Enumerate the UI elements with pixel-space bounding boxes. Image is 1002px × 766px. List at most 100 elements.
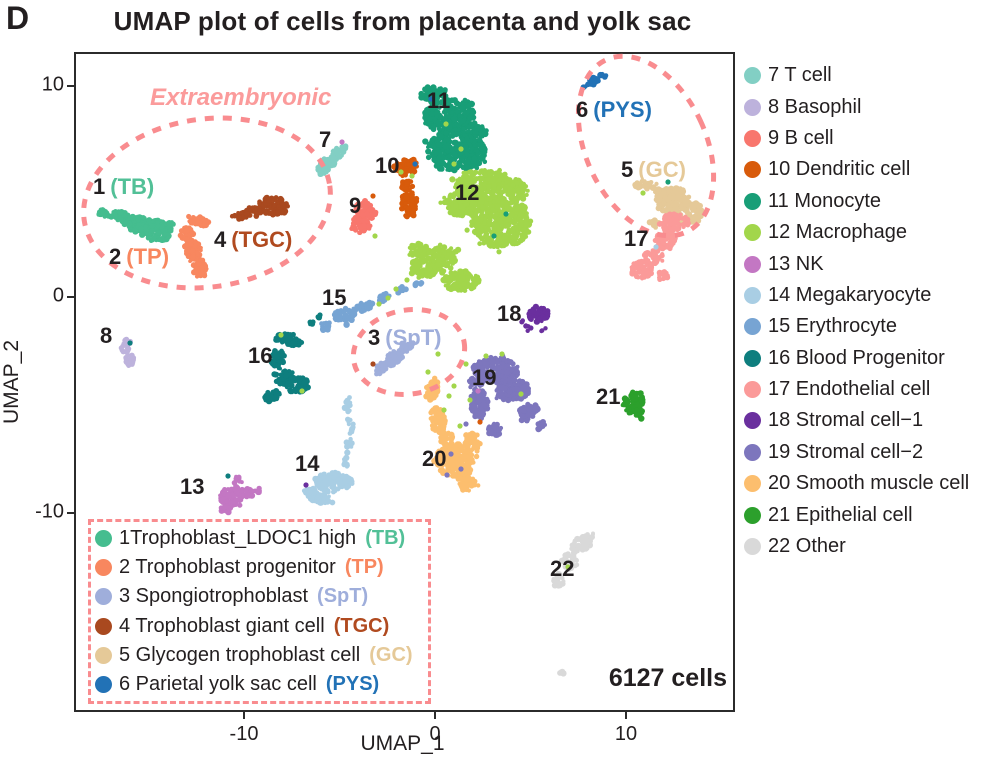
inner-legend-item: 4 Trophoblast giant cell (TGC) [95,615,424,638]
cluster-number: 19 [472,365,497,390]
extraembryonic-outline [81,115,333,291]
cluster-number: 14 [295,451,320,476]
legend-item-8: 8 Basophil [744,91,969,122]
cluster-number: 9 [349,193,362,218]
cluster-number: 11 [427,88,451,113]
cluster-number: 20 [422,446,447,471]
y-tick-mark [67,512,74,514]
cluster-label-2: 2 (TP) [109,246,169,268]
legend-label: 8 Basophil [768,95,862,118]
x-tick-mark [243,712,245,719]
cluster-number: 13 [180,474,205,499]
legend-item-7: 7 T cell [744,60,969,91]
legend-dot-icon [744,475,761,493]
cluster-abbr: (TP) [126,244,170,269]
inner-legend-label: 1Trophoblast_LDOC1 high [119,527,357,550]
legend-dot-icon [744,412,761,430]
cluster-number: 8 [100,323,113,348]
cluster-label-13: 13 [180,476,204,498]
cluster-number: 15 [322,285,347,310]
cluster-label-15: 15 [322,287,346,309]
legend-dot-icon [744,506,761,524]
legend-item-11: 11 Monocyte [744,186,969,217]
x-tick-mark [434,712,436,719]
cluster-number: 4 [214,227,227,252]
cluster-label-11: 11 [427,90,450,112]
y-tick-mark [67,296,74,298]
legend-item-21: 21 Epithelial cell [744,499,969,530]
cluster-label-3: 3 (SpT) [368,327,441,349]
inner-legend-label: 4 Trophoblast giant cell [119,614,325,637]
cluster-label-22: 22 [550,558,574,580]
cluster-label-21: 21 [596,386,620,408]
inner-legend-abbr: (TGC) [333,614,390,637]
legend-item-13: 13 NK [744,248,969,279]
legend-dot-icon [744,443,761,461]
cluster-number: 18 [497,301,522,326]
legend-label: 22 Other [768,535,846,558]
legend-item-10: 10 Dendritic cell [744,154,969,185]
legend-dot-icon [744,192,761,210]
legend-item-20: 20 Smooth muscle cell [744,468,969,499]
panel-label: D [6,0,30,36]
legend-label: 19 Stromal cell−2 [768,440,924,463]
inner-legend-item: 5 Glycogen trophoblast cell (GC) [95,644,424,667]
cluster-number: 10 [375,153,400,178]
cluster-abbr: (GC) [638,157,686,182]
legend-dot-icon [95,675,112,693]
legend-item-15: 15 Erythrocyte [744,311,969,342]
scatter-layer [81,53,717,677]
legend-item-22: 22 Other [744,531,969,562]
cluster-label-8: 8 [100,325,112,347]
y-tick-label: 0 [52,284,64,307]
cluster-label-9: 9 [349,195,361,217]
inner-legend-label: 3 Spongiotrophoblast [119,585,309,608]
cluster-label-1: 1 (TB) [93,176,154,198]
cluster-number: 22 [550,556,575,581]
legend-item-9: 9 B cell [744,123,969,154]
legend-item-12: 12 Macrophage [744,217,969,248]
y-tick-label: -10 [35,500,64,523]
inner-legend-item: 2 Trophoblast progenitor (TP) [95,556,424,579]
legend-dot-icon [95,559,112,577]
legend-label: 10 Dendritic cell [768,158,911,181]
legend-label: 13 NK [768,252,824,275]
legend-dot-icon [744,161,761,179]
cluster-label-5: 5 (GC) [621,159,686,181]
cluster-number: 5 [621,157,634,182]
legend-dot-icon [744,349,761,367]
legend-label: 16 Blood Progenitor [768,346,945,369]
cluster-abbr: (TB) [110,174,155,199]
y-axis-title: UMAP_2 [0,339,23,425]
figure-title: UMAP plot of cells from placenta and yol… [113,6,692,36]
inner-legend-item: 6 Parietal yolk sac cell (PYS) [95,673,424,696]
legend-item-19: 19 Stromal cell−2 [744,437,969,468]
inner-legend-item: 1Trophoblast_LDOC1 high (TB) [95,527,424,550]
legend-dot-icon [744,381,761,399]
inner-legend-abbr: (GC) [369,643,413,666]
inner-legend-abbr: (TP) [344,556,384,579]
cluster-label-7: 7 [319,129,331,151]
cluster-label-6: 6 (PYS) [576,99,652,121]
legend-label: 12 Macrophage [768,221,907,244]
cluster-number: 2 [109,244,122,269]
cluster-label-20: 20 [422,448,446,470]
legend-label: 11 Monocyte [768,189,882,212]
extraembryonic-annotation: Extraembryonic [150,84,332,111]
legend-label: 17 Endothelial cell [768,378,931,401]
legend-dot-icon [95,646,112,664]
cluster-number: 6 [576,97,589,122]
y-tick-label: 10 [41,73,64,96]
cluster-abbr: (PYS) [593,97,652,122]
pys-gc-outline [575,53,717,239]
cluster-abbr: (TGC) [231,227,293,252]
inner-legend-abbr: (PYS) [325,672,380,695]
cluster-label-10: 10 [375,155,399,177]
cluster-number: 21 [596,384,621,409]
cluster-number: 12 [455,180,480,205]
legend-item-16: 16 Blood Progenitor [744,343,969,374]
cluster-legend: 7 T cell 8 Basophil 9 B cell 10 Dendritic c… [744,60,969,562]
cluster-label-19: 19 [472,367,496,389]
cluster-abbr: (SpT) [385,325,442,350]
